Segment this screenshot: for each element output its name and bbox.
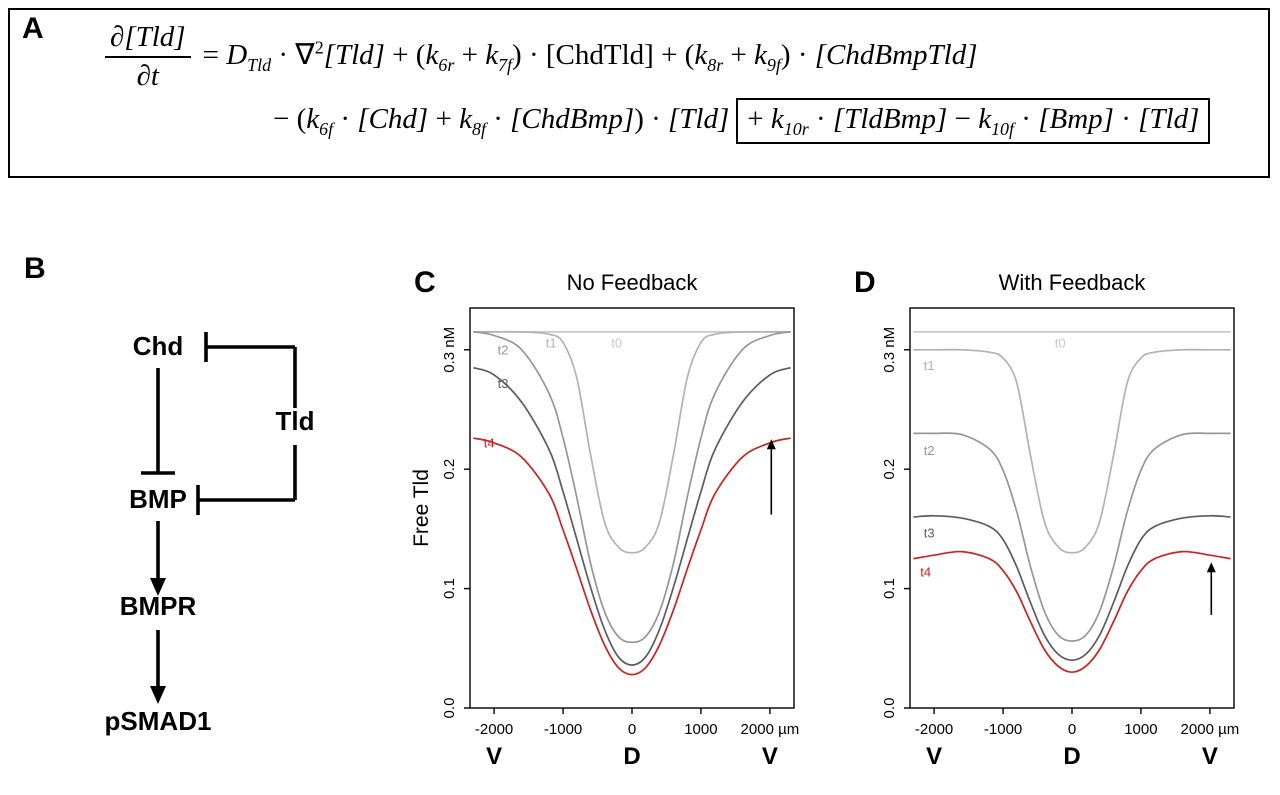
- x-tick-label: 2000 µm: [1181, 721, 1240, 738]
- axis-letter-V: V: [926, 743, 942, 770]
- curve-label-t3: t3: [498, 376, 509, 391]
- y-tick-label: 0.1: [881, 578, 898, 599]
- x-tick-label: 0: [628, 721, 636, 738]
- dTld-dt-fraction: ∂[Tld] ∂t: [105, 20, 191, 94]
- fraction-numerator: ∂[Tld]: [105, 20, 191, 58]
- chart-no-feedback: C No Feedback -2000 -1000 0 1000 2000 µm 0.0 0.1…: [408, 246, 808, 790]
- panel-b-diagram: B Chd Tld BMP BMPR pSMAD1: [24, 252, 315, 736]
- fraction-denominator: ∂t: [136, 59, 159, 92]
- plot-frame: [469, 307, 795, 709]
- equation-line1-terms: = DTld · ∇2[Tld] + (k6r + k7f) · [ChdTld…: [202, 37, 978, 76]
- equation-line2-terms: − (k6f · [Chd] + k8f · [ChdBmp]) · [Tld]: [273, 102, 730, 139]
- panel-b-label: B: [24, 252, 46, 285]
- axis-letter-D: D: [623, 743, 640, 770]
- curve-t1: [913, 348, 1231, 554]
- node-tld: Tld: [276, 406, 315, 436]
- axis-letter-V: V: [486, 743, 502, 770]
- y-tick-label: 0.0: [441, 698, 458, 719]
- x-tick-label: -2000: [915, 721, 953, 738]
- x-tick-label: 1000: [1124, 721, 1157, 738]
- tld-rate-equation: ∂[Tld] ∂t = DTld · ∇2[Tld] + (k6r + k7f)…: [105, 20, 1211, 145]
- curve-t3: [473, 366, 791, 666]
- x-tick-label: -2000: [475, 721, 513, 738]
- curve-label-t1: t1: [924, 358, 935, 373]
- curve-t4: [473, 437, 791, 676]
- edge-bmp-activates-bmpr: [150, 521, 166, 596]
- panel-a-label: A: [22, 12, 44, 45]
- edge-chd-inhibits-bmp: [141, 368, 175, 475]
- y-tick-label: 0.2: [441, 459, 458, 480]
- x-tick-label: -1000: [544, 721, 582, 738]
- up-arrow-head: [766, 439, 776, 450]
- chart-title: With Feedback: [999, 270, 1147, 295]
- equation-line1: ∂[Tld] ∂t = DTld · ∇2[Tld] + (k6r + k7f)…: [105, 20, 1210, 94]
- chart-with-feedback: D With Feedback -2000 -1000 0 1000 2000 µm 0.0 0…: [848, 246, 1248, 790]
- y-axis-title: Free Tld: [410, 469, 433, 547]
- chart-title: No Feedback: [567, 270, 699, 295]
- boxed-feedback-terms: + k10r · [TldBmp] − k10f · [Bmp] · [Tld]: [736, 97, 1211, 145]
- edge-bmpr-activates-psmad1: [150, 630, 166, 704]
- axis-letter-D: D: [1063, 743, 1080, 770]
- x-tick-label: 0: [1068, 721, 1076, 738]
- edge-tld-inhibits-bmp: [196, 445, 297, 515]
- axis-letter-V: V: [1202, 743, 1218, 770]
- y-tick-label: 0.2: [881, 459, 898, 480]
- curve-label-t3: t3: [924, 525, 935, 540]
- panel-letter: C: [414, 266, 436, 299]
- y-tick-label: 0.0: [881, 698, 898, 719]
- node-bmp: BMP: [129, 484, 187, 514]
- curve-label-t1: t1: [546, 335, 557, 350]
- x-tick-label: -1000: [984, 721, 1022, 738]
- node-chd: Chd: [133, 331, 184, 361]
- x-tick-label: 2000 µm: [741, 721, 800, 738]
- curve-label-t0: t0: [611, 335, 622, 350]
- panel-a: A ∂[Tld] ∂t = DTld · ∇2[Tld] + (k6r + k7…: [8, 8, 1270, 178]
- curve-label-t2: t2: [924, 443, 935, 458]
- panel-letter: D: [854, 266, 876, 299]
- x-tick-label: 1000: [684, 721, 717, 738]
- y-tick-label: 0.3 nM: [441, 327, 458, 373]
- curve-label-t0: t0: [1055, 335, 1066, 350]
- y-tick-label: 0.3 nM: [881, 327, 898, 373]
- curve-t1: [473, 330, 791, 554]
- y-tick-label: 0.1: [441, 578, 458, 599]
- up-arrow-head: [1206, 562, 1216, 573]
- curve-label-t4: t4: [920, 565, 931, 580]
- panel-b: B Chd Tld BMP BMPR pSMAD1: [10, 240, 430, 788]
- curve-label-t2: t2: [498, 343, 509, 358]
- node-psmad1: pSMAD1: [105, 706, 212, 736]
- equation-line2: − (k6f · [Chd] + k8f · [ChdBmp]) · [Tld]…: [273, 97, 1211, 145]
- curve-t2: [473, 331, 791, 644]
- curve-label-t4: t4: [484, 436, 495, 451]
- plot-frame: [909, 307, 1235, 709]
- curve-t2: [913, 432, 1231, 642]
- curve-t4: [913, 550, 1231, 674]
- axis-letter-V: V: [762, 743, 778, 770]
- node-bmpr: BMPR: [120, 591, 197, 621]
- edge-tld-inhibits-chd: [204, 332, 297, 408]
- curve-t3: [913, 514, 1231, 662]
